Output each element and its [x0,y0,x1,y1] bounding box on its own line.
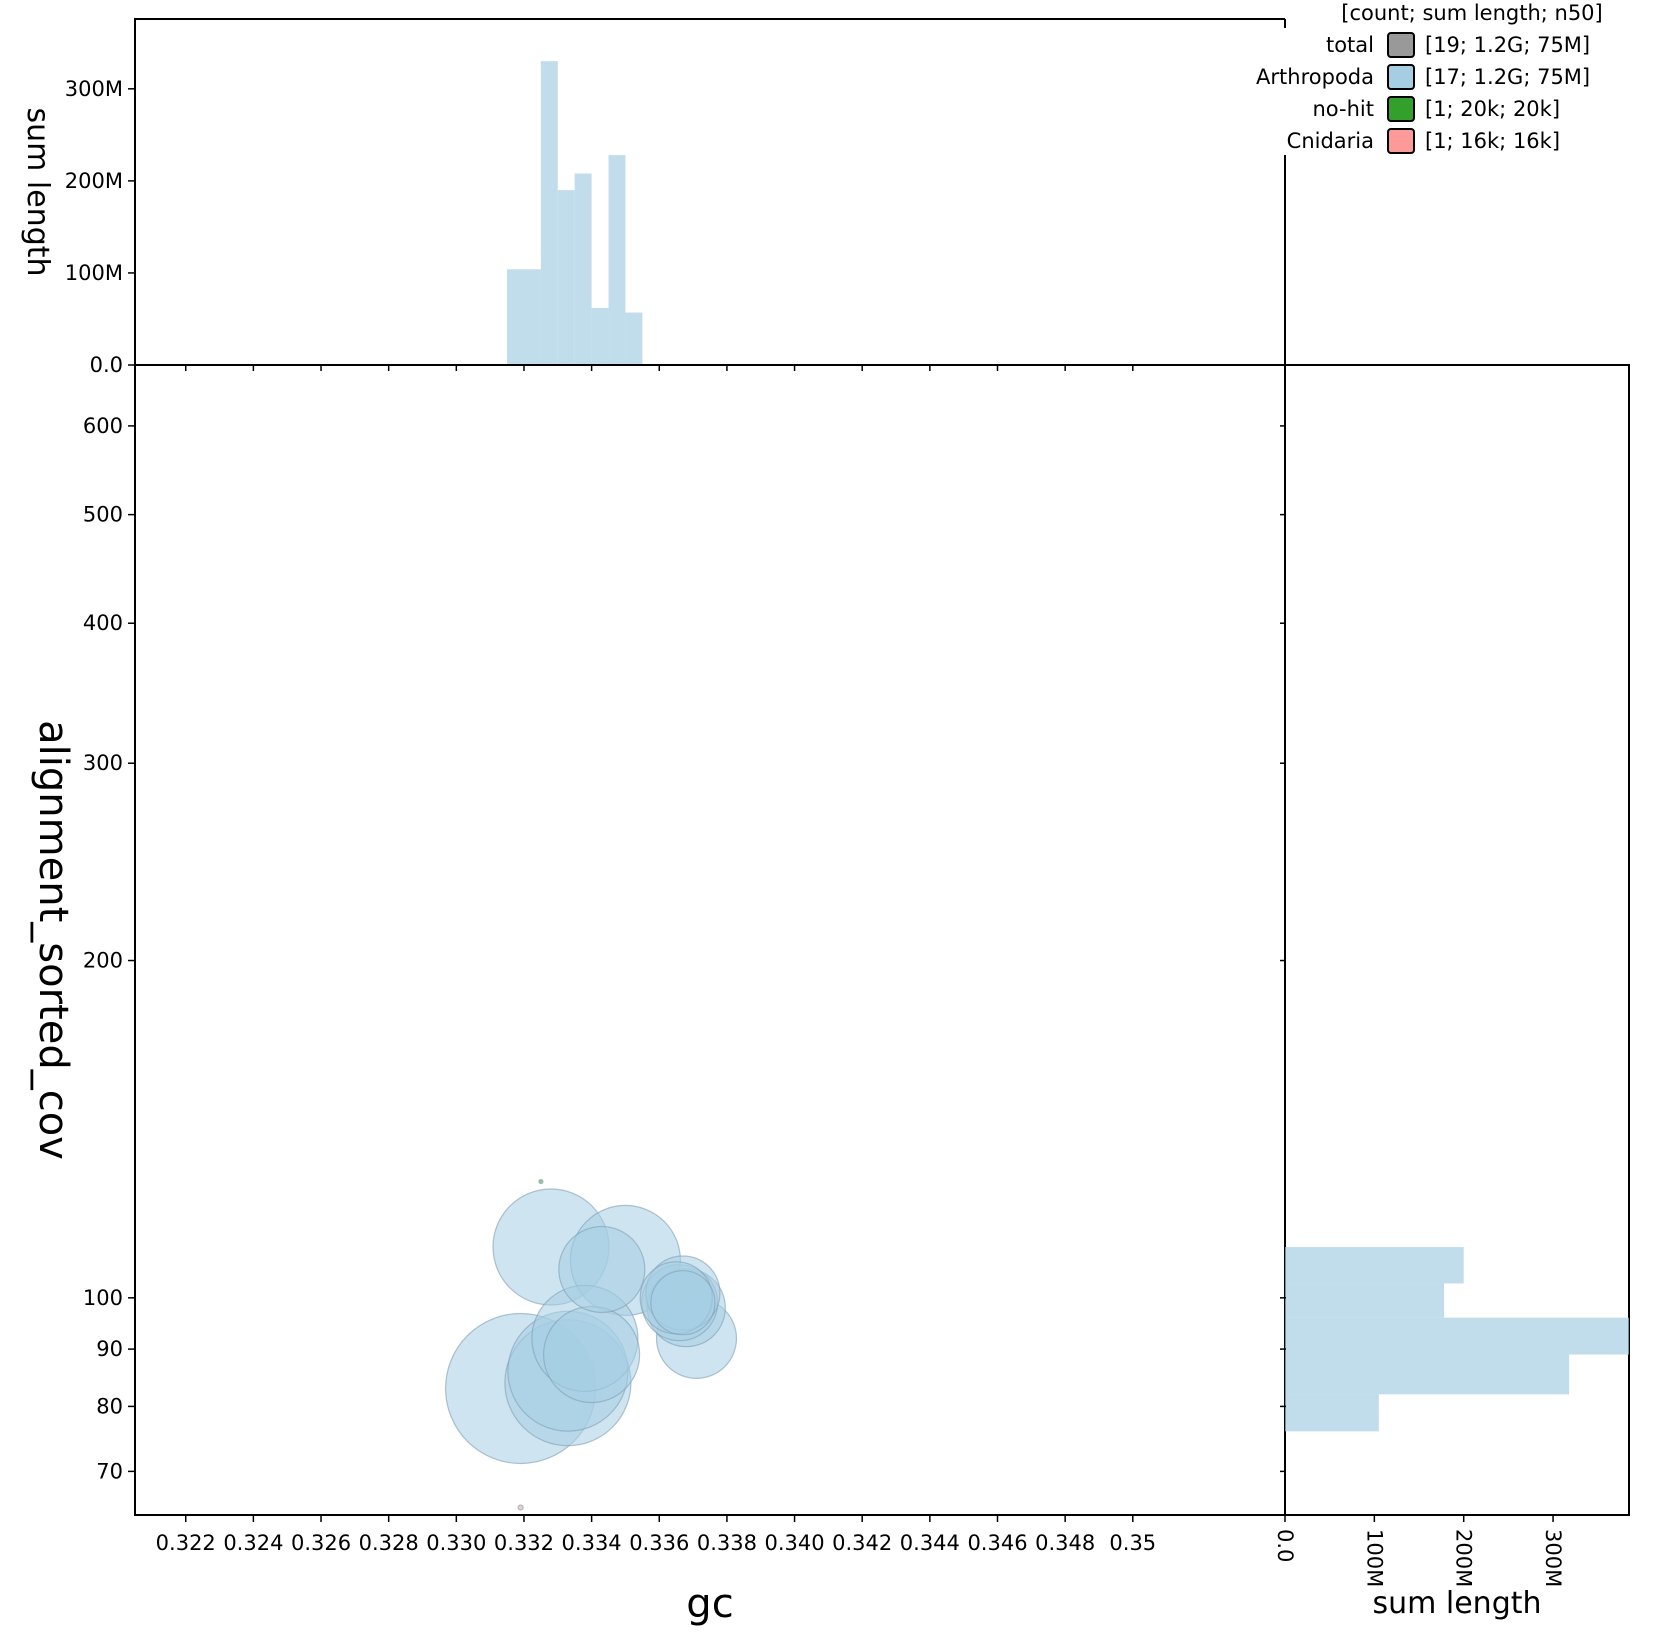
right-hist-bar-0 [1285,1394,1379,1432]
top-y-tick-label: 100M [65,261,123,285]
x-tick-label: 0.340 [764,1531,824,1555]
y-tick-label: 80 [96,1394,123,1418]
legend-swatch-no-hit [1387,96,1415,122]
scatter-point-arthropoda-6 [542,1305,641,1404]
legend-stats-total: [19; 1.2G; 75M] [1425,33,1590,57]
top-hist-bar-3 [574,173,592,365]
y-axis-title: alignment_sorted_cov [30,720,76,1160]
legend-stats-arthropoda: [17; 1.2G; 75M] [1425,65,1590,89]
y-tick-label: 300 [83,751,123,775]
right-histogram-panel: 0.0 100M 200M 300M sum length [1273,364,1630,1621]
right-hist-x-title: sum length [1372,1586,1541,1621]
scatter-point-arthropoda-7 [558,1225,646,1314]
x-tick-label: 0.330 [426,1531,486,1555]
right-hist-x-ticks: 0.0 100M 200M 300M [1273,1515,1565,1587]
x-tick-label: 0.326 [291,1531,351,1555]
x-tick-label: 0.336 [629,1531,689,1555]
x-axis-title: gc [686,1581,733,1627]
top-hist-x-ticks [184,365,1134,371]
legend-label-no-hit: no-hit [1312,97,1374,121]
x-tick-label: 0.348 [1035,1531,1095,1555]
y-tick-label: 600 [83,414,123,438]
top-histogram-panel: 0.0 100M 200M 300M sum length [20,18,1286,377]
legend: [count; sum length; n50] total [19; 1.2G;… [1256,1,1603,154]
right-hist-bar-1 [1285,1354,1570,1395]
y-tick-label: 100 [83,1286,123,1310]
right-x-tick-label: 300M [1541,1529,1565,1587]
right-histogram-bars [1285,1247,1629,1432]
scatter-point-no-hit-0 [538,1178,544,1185]
scatter-points [444,1178,738,1511]
y-tick-label: 400 [83,611,123,635]
right-hist-bar-3 [1285,1283,1445,1318]
legend-swatch-cnidaria [1387,128,1415,154]
scatter-panel: 0.322 0.324 0.326 0.328 0.330 0.332 0.334 0.336… [30,364,1286,1627]
x-tick-label: 0.338 [697,1531,757,1555]
legend-label-cnidaria: Cnidaria [1287,129,1374,153]
legend-stats-cnidaria: [1; 16k; 16k] [1425,129,1560,153]
y-tick-label: 200 [83,949,123,973]
top-y-tick-label: 0.0 [90,353,123,377]
x-tick-label: 0.332 [494,1531,554,1555]
x-tick-label: 0.322 [156,1531,216,1555]
right-hist-y-ticks [1280,425,1286,1473]
legend-swatch-total [1387,32,1415,58]
x-axis-ticks: 0.322 0.324 0.326 0.328 0.330 0.332 0.334 0.336… [156,1515,1156,1555]
legend-label-arthropoda: Arthropoda [1256,65,1374,89]
right-x-tick-label: 200M [1452,1529,1476,1587]
scatter-point-cnidaria-0 [517,1504,524,1511]
top-hist-bar-5 [608,155,626,365]
legend-stats-no-hit: [1; 20k; 20k] [1425,97,1560,121]
top-hist-bar-1 [540,61,558,366]
top-hist-y-ticks: 0.0 100M 200M 300M [65,77,135,377]
top-histogram-bars [135,61,1285,366]
x-tick-label: 0.35 [1109,1531,1156,1555]
x-tick-label: 0.328 [359,1531,419,1555]
y-tick-label: 500 [83,503,123,527]
legend-swatch-arthropoda [1387,64,1415,90]
right-hist-frame [1284,364,1630,1516]
legend-entries: total [19; 1.2G; 75M] Arthropoda [17; 1.2G;… [1256,32,1590,154]
legend-label-total: total [1326,33,1374,57]
top-hist-bar-2 [557,190,575,365]
right-hist-bar-2 [1285,1317,1629,1355]
scatter-point-arthropoda-13 [650,1270,716,1336]
y-tick-label: 90 [96,1337,123,1361]
x-tick-label: 0.342 [832,1531,892,1555]
top-hist-y-title: sum length [20,107,55,276]
top-y-tick-label: 200M [65,169,123,193]
x-tick-label: 0.346 [967,1531,1027,1555]
top-hist-bar-4 [591,307,609,365]
x-tick-label: 0.344 [900,1531,960,1555]
right-hist-bar-4 [1285,1247,1464,1284]
top-hist-bar-0 [507,269,541,365]
right-x-tick-label: 100M [1362,1529,1386,1587]
top-hist-bar-6 [625,312,643,365]
right-x-tick-label: 0.0 [1273,1529,1297,1562]
y-tick-label: 70 [96,1459,123,1483]
x-tick-label: 0.324 [223,1531,283,1555]
x-tick-label: 0.334 [562,1531,622,1555]
legend-header: [count; sum length; n50] [1341,1,1603,25]
y-axis-ticks: 70 80 90 100 200 300 400 500 600 [83,414,135,1483]
top-y-tick-label: 300M [65,77,123,101]
